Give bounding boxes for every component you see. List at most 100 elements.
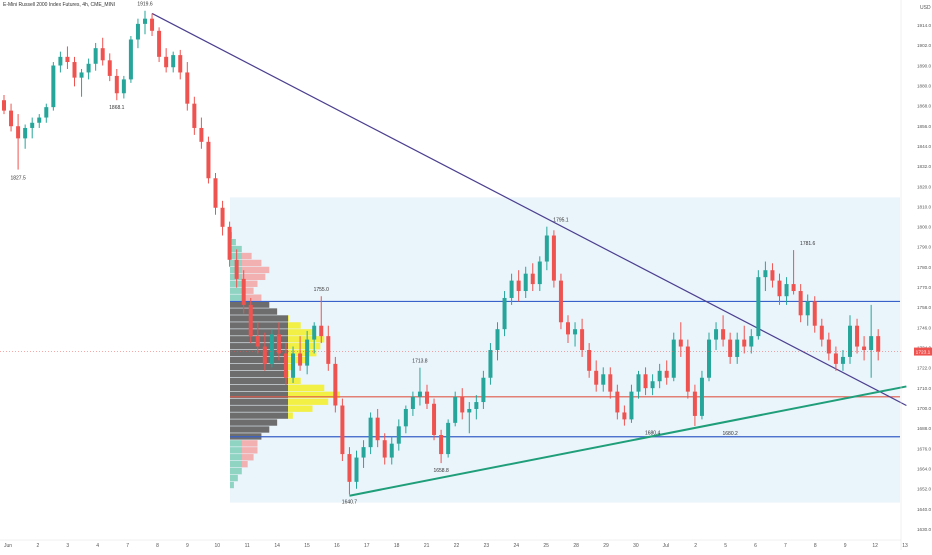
candle-body (678, 339, 683, 347)
volume-profile-bar-base (230, 454, 242, 461)
candle-body (855, 325, 860, 347)
candle-body (622, 412, 627, 420)
candle-body (502, 297, 507, 330)
candle-body (51, 65, 56, 108)
volume-profile-bar (288, 370, 289, 378)
x-tick-label: 11 (245, 543, 250, 549)
volume-profile-bar-base (230, 329, 288, 336)
candle-body (749, 336, 754, 347)
candle-body (199, 127, 204, 142)
y-tick-label: 1832.0 (917, 164, 931, 169)
candle-body (375, 417, 380, 441)
volume-profile-bar-base (230, 294, 242, 301)
x-tick-label: 6 (754, 543, 757, 549)
x-tick-label: 28 (573, 543, 579, 549)
volume-profile-bar-base (230, 467, 242, 475)
candle-body (150, 18, 155, 31)
volume-profile-bar (288, 336, 325, 343)
y-tick-label: 1820.0 (917, 184, 931, 189)
candle-body (862, 346, 867, 350)
y-tick-label: 1780.0 (917, 265, 931, 270)
trendline-resistance (151, 12, 907, 407)
x-tick-label: 13 (902, 543, 908, 549)
candle-body (276, 334, 281, 354)
candle-body (206, 141, 211, 179)
x-tick-label: 17 (364, 543, 370, 549)
candle-body (566, 322, 570, 335)
candle-body (770, 270, 775, 281)
candle-body (876, 336, 881, 352)
candle-body (516, 280, 521, 292)
candle-body (643, 374, 648, 389)
candle-body (234, 259, 239, 279)
volume-profile-bar (242, 294, 262, 301)
candle-body (481, 377, 486, 403)
volume-profile-bar-base (230, 461, 242, 468)
volume-profile-bar-base (230, 356, 288, 364)
x-tick-label: 29 (603, 543, 609, 549)
x-tick-label: 7 (784, 543, 787, 549)
candle-body (791, 284, 796, 292)
volume-profile-bar-base (230, 398, 288, 405)
candle-body (241, 278, 246, 305)
candle-body (601, 374, 606, 385)
candle-body (692, 391, 697, 416)
volume-profile-bar-base (230, 350, 288, 357)
x-tick-label: 23 (484, 543, 490, 549)
candle-body (9, 110, 14, 127)
candle-body (728, 339, 733, 357)
candle-body (326, 336, 331, 364)
candle-body (44, 107, 49, 118)
y-tick-label: 1856.0 (917, 124, 931, 129)
x-tick-label: 9 (844, 543, 847, 549)
trendline-support (349, 385, 907, 497)
candle-body (460, 396, 465, 413)
x-tick-label: Jul (663, 543, 669, 549)
candle-body (742, 339, 747, 347)
candle-body (869, 336, 874, 350)
x-tick-label: 12 (872, 543, 878, 549)
x-tick-label: 16 (334, 543, 340, 549)
x-tick-label: 30 (633, 543, 639, 549)
y-tick-label: 1722.0 (917, 366, 931, 371)
volume-profile-bar-base (230, 426, 270, 433)
volume-profile-bar (288, 398, 329, 405)
candle-body (171, 55, 176, 68)
candle-body (432, 403, 437, 435)
candle-body (509, 280, 514, 298)
candle-body (685, 346, 690, 392)
candle-body (650, 381, 655, 389)
y-tick-label: 1676.0 (917, 446, 931, 451)
volume-profile-bar-base (230, 370, 288, 378)
volume-profile-bar (288, 350, 317, 357)
volume-profile-bar (288, 343, 321, 350)
candle-body (305, 339, 310, 366)
candle-body (403, 408, 408, 427)
candle-body (368, 417, 373, 448)
candle-body (65, 56, 70, 63)
y-tick-label: 1800.0 (917, 225, 931, 230)
y-tick-label: 1844.0 (917, 144, 931, 149)
candle-body (262, 346, 267, 364)
volume-profile-bar-base (230, 315, 288, 322)
candle-body (537, 261, 542, 285)
candle-body (298, 353, 303, 366)
x-tick-label: Jun (4, 543, 12, 549)
volume-profile-bar (242, 259, 262, 267)
y-tick-label: 1810.0 (917, 204, 931, 209)
x-tick-label: 8 (814, 543, 817, 549)
candle-body (389, 443, 394, 458)
volume-profile-bar-base (230, 384, 288, 392)
candle-body (93, 48, 98, 64)
x-tick-label: 14 (274, 543, 280, 549)
candle-body (114, 75, 119, 94)
candle-body (707, 339, 711, 378)
candle-body (107, 60, 112, 76)
candle-body (291, 353, 296, 378)
volume-profile-bar (288, 391, 340, 398)
candle-body (615, 391, 620, 413)
x-tick-label: 7 (126, 543, 129, 549)
y-axis-currency: USD (920, 5, 931, 11)
